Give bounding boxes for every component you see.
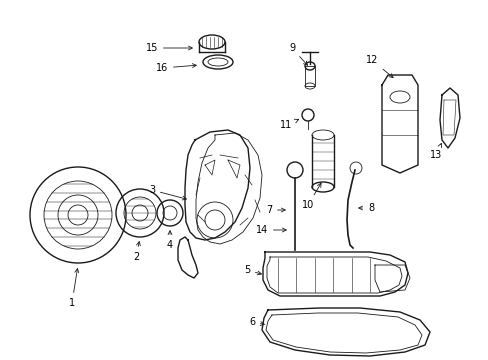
Bar — [305, 66, 314, 86]
Text: 1: 1 — [69, 269, 79, 308]
Text: 2: 2 — [133, 242, 140, 262]
Text: 6: 6 — [248, 317, 264, 327]
Text: 5: 5 — [243, 265, 261, 275]
Text: 15: 15 — [145, 43, 192, 53]
Text: 11: 11 — [279, 119, 298, 130]
Text: 12: 12 — [365, 55, 392, 78]
Text: 14: 14 — [255, 225, 285, 235]
Text: 9: 9 — [288, 43, 307, 65]
Text: 8: 8 — [358, 203, 373, 213]
Text: 13: 13 — [429, 143, 441, 160]
Text: 4: 4 — [166, 231, 173, 250]
Text: 16: 16 — [156, 63, 196, 73]
Text: 7: 7 — [265, 205, 285, 215]
Text: 10: 10 — [301, 183, 321, 210]
Text: 3: 3 — [148, 185, 186, 200]
